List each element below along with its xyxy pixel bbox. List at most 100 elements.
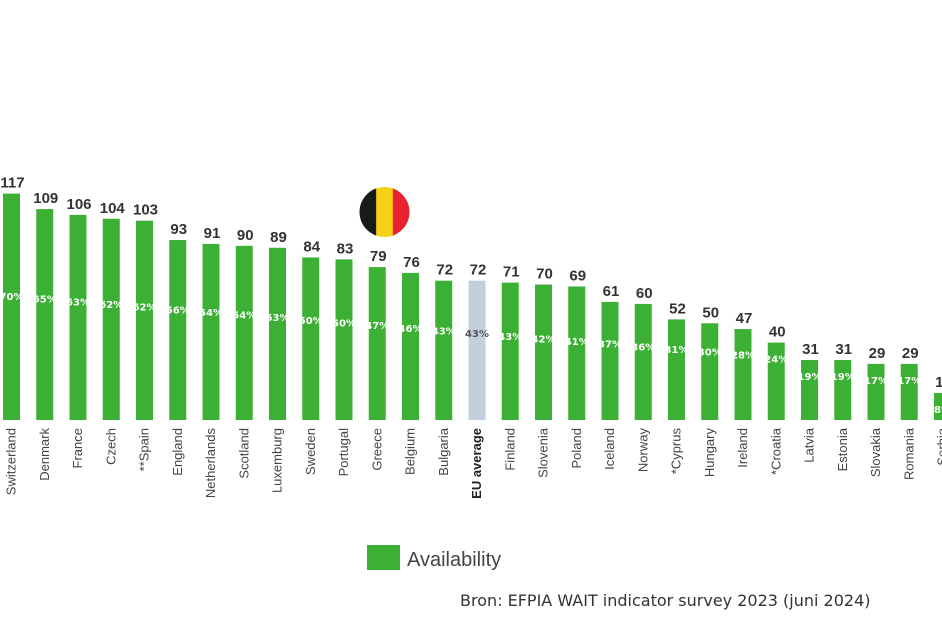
bar-group-portugal: 83 50% Portugal xyxy=(332,240,356,476)
bar-group-france: 106 63% France xyxy=(66,196,91,469)
percent-label: 62% xyxy=(133,303,157,314)
category-label: Bulgaria xyxy=(436,427,451,475)
source-note: Bron: EFPIA WAIT indicator survey 2023 (… xyxy=(460,591,871,610)
bar-group-belgium: 76 46% Belgium xyxy=(399,254,423,475)
bar-group-netherlands: 91 54% Netherlands xyxy=(199,225,223,498)
bar-romania xyxy=(900,363,918,420)
percent-label: 47% xyxy=(365,321,389,332)
category-label: Netherlands xyxy=(203,428,218,499)
bar-group-cyprus: 52 31% *Cyprus xyxy=(665,300,689,474)
value-label: 47 xyxy=(736,310,753,327)
value-label: 60 xyxy=(636,285,653,302)
category-label: Iceland xyxy=(602,428,617,470)
percent-label: 70% xyxy=(0,292,23,303)
bar-group-england: 93 56% England xyxy=(166,221,190,476)
value-label: 72 xyxy=(436,262,453,279)
value-label: 76 xyxy=(403,254,420,271)
value-label: 29 xyxy=(869,345,886,362)
bar-finland xyxy=(501,282,519,420)
bar-norway xyxy=(634,303,652,420)
category-label: *Croatia xyxy=(768,427,783,475)
percent-label: 50% xyxy=(332,319,356,330)
category-label: Norway xyxy=(635,428,650,473)
category-label: **Spain xyxy=(137,428,152,471)
bar-group-norway: 60 36% Norway xyxy=(631,285,655,472)
bar-group-hungary: 50 30% Hungary xyxy=(698,304,722,477)
category-label: Sweden xyxy=(303,428,318,475)
percent-label: 56% xyxy=(166,305,190,316)
percent-label: 36% xyxy=(631,342,655,353)
bar-group-denmark: 109 65% Denmark xyxy=(33,190,58,481)
bar-group-scotland: 90 54% Scotland xyxy=(232,227,256,479)
value-label: 29 xyxy=(902,345,919,362)
bar-group-czech: 104 62% Czech xyxy=(99,200,125,465)
category-label: Greece xyxy=(369,428,384,471)
bar-cyprus xyxy=(668,319,685,420)
bar-group-estonia: 31 19% Estonia xyxy=(831,341,855,471)
category-label: Scotland xyxy=(236,428,251,479)
category-label: *Cyprus xyxy=(669,428,684,475)
category-label: England xyxy=(170,428,185,476)
percent-label: 24% xyxy=(764,355,788,366)
value-label: 50 xyxy=(702,304,719,321)
bar-england xyxy=(169,240,187,420)
percent-label: 46% xyxy=(399,324,423,335)
value-label: 71 xyxy=(503,264,520,281)
bar-hungary xyxy=(701,323,719,420)
value-label: 106 xyxy=(66,196,91,213)
bar-spain xyxy=(136,220,153,420)
value-label: 40 xyxy=(769,324,786,341)
bars-layer: 117 70% Switzerland 109 65% Denmark 106 63% Fran… xyxy=(0,175,942,499)
bar-group-bulgaria: 72 43% Bulgaria xyxy=(432,262,456,476)
value-label: 61 xyxy=(603,283,620,300)
bar-netherlands xyxy=(202,243,220,420)
bar-group-spain: 103 62% **Spain xyxy=(133,202,158,472)
value-label: 84 xyxy=(303,238,320,255)
percent-label: 30% xyxy=(698,348,722,359)
percent-label: 17% xyxy=(864,376,888,387)
percent-label: 19% xyxy=(798,372,822,383)
percent-label: 62% xyxy=(99,300,123,311)
percent-label: 31% xyxy=(665,345,689,356)
category-label: Hungary xyxy=(702,428,717,478)
category-label: Poland xyxy=(569,428,584,468)
category-label: Slovenia xyxy=(536,427,551,478)
category-label: Latvia xyxy=(802,427,817,462)
value-label: 104 xyxy=(100,200,126,217)
flag-stripe xyxy=(392,187,410,237)
value-label: 69 xyxy=(569,267,586,284)
bar-sweden xyxy=(302,257,320,420)
value-label: 79 xyxy=(370,248,387,265)
percent-label: 8% xyxy=(934,405,942,416)
percent-label: 17% xyxy=(897,376,921,387)
belgium-flag-icon xyxy=(359,187,410,237)
percent-label: 43% xyxy=(498,332,522,343)
percent-label: 19% xyxy=(831,372,855,383)
value-label: 117 xyxy=(0,175,24,192)
value-label: 70 xyxy=(536,266,553,283)
value-label: 14 xyxy=(935,374,942,391)
category-label: Slovakia xyxy=(868,427,883,477)
flag-stripe xyxy=(359,187,377,237)
bar-portugal xyxy=(335,259,353,420)
legend-label: Availability xyxy=(407,549,501,571)
value-label: 52 xyxy=(669,300,686,317)
category-label: Luxemburg xyxy=(270,428,285,493)
value-label: 91 xyxy=(204,225,221,242)
value-label: 31 xyxy=(802,341,819,358)
category-label: Finland xyxy=(502,428,517,471)
value-label: 89 xyxy=(270,229,287,246)
bar-group-greece: 79 47% Greece xyxy=(365,248,389,471)
bar-group-finland: 71 43% Finland xyxy=(498,264,522,471)
bar-serbia xyxy=(934,392,942,420)
bar-group-iceland: 61 37% Iceland xyxy=(598,283,622,470)
value-label: 90 xyxy=(237,227,254,244)
percent-label: 65% xyxy=(33,295,57,306)
bar-group-switzerland: 117 70% Switzerland xyxy=(0,175,25,496)
bar-group-sweden: 84 50% Sweden xyxy=(299,238,323,475)
bar-slovenia xyxy=(535,284,552,420)
flag-stripe xyxy=(376,187,394,237)
value-label: 72 xyxy=(470,262,487,279)
bar-denmark xyxy=(36,209,54,420)
bar-bulgaria xyxy=(435,280,453,420)
